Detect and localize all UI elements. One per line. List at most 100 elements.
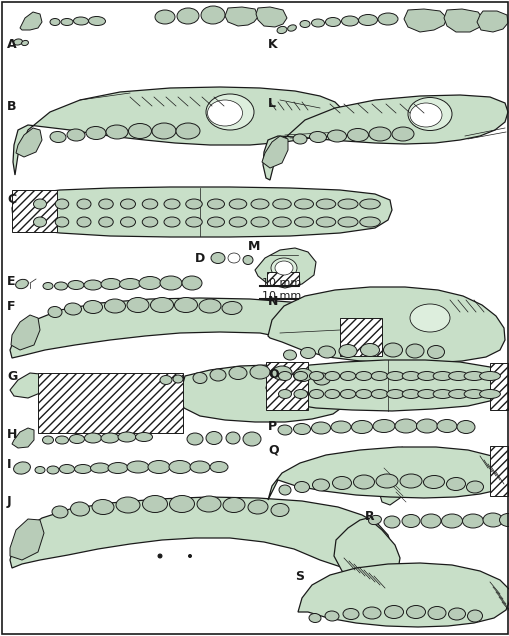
Ellipse shape — [192, 373, 207, 384]
Polygon shape — [180, 365, 347, 422]
Ellipse shape — [69, 434, 84, 443]
Polygon shape — [262, 136, 288, 168]
Ellipse shape — [168, 460, 191, 473]
Polygon shape — [256, 7, 287, 27]
Ellipse shape — [401, 515, 419, 527]
Ellipse shape — [405, 344, 423, 358]
Ellipse shape — [324, 611, 338, 621]
Ellipse shape — [50, 132, 66, 142]
Ellipse shape — [70, 502, 89, 516]
Ellipse shape — [482, 513, 502, 527]
Ellipse shape — [325, 18, 340, 27]
Ellipse shape — [293, 371, 307, 380]
Polygon shape — [333, 518, 399, 582]
Ellipse shape — [293, 368, 312, 382]
Ellipse shape — [407, 97, 451, 130]
Ellipse shape — [222, 497, 244, 513]
Ellipse shape — [462, 514, 483, 528]
Ellipse shape — [169, 495, 194, 513]
Bar — [38, 373, 183, 433]
Ellipse shape — [55, 199, 69, 209]
Ellipse shape — [21, 41, 29, 46]
Text: I: I — [7, 458, 12, 471]
Ellipse shape — [294, 199, 313, 209]
Text: L: L — [267, 97, 275, 110]
Ellipse shape — [312, 479, 329, 491]
Ellipse shape — [14, 39, 22, 45]
Ellipse shape — [371, 389, 387, 399]
Ellipse shape — [196, 496, 220, 512]
Text: A: A — [7, 38, 17, 51]
Ellipse shape — [60, 464, 74, 473]
Ellipse shape — [427, 607, 445, 619]
Ellipse shape — [106, 125, 128, 139]
Ellipse shape — [272, 217, 291, 227]
Polygon shape — [16, 128, 42, 157]
Ellipse shape — [432, 371, 451, 380]
Text: P: P — [267, 420, 276, 433]
Ellipse shape — [355, 371, 371, 380]
Ellipse shape — [99, 199, 113, 209]
Ellipse shape — [228, 253, 240, 263]
Ellipse shape — [120, 199, 135, 209]
Ellipse shape — [73, 17, 89, 25]
Polygon shape — [476, 11, 507, 32]
Ellipse shape — [229, 199, 246, 209]
Bar — [489, 446, 507, 496]
Ellipse shape — [89, 17, 105, 25]
Ellipse shape — [50, 18, 60, 25]
Polygon shape — [10, 519, 44, 560]
Ellipse shape — [55, 436, 68, 444]
Ellipse shape — [34, 217, 46, 227]
Ellipse shape — [467, 610, 482, 622]
Ellipse shape — [176, 123, 200, 139]
Ellipse shape — [391, 127, 413, 141]
Ellipse shape — [35, 466, 45, 473]
Ellipse shape — [142, 495, 167, 513]
Polygon shape — [12, 187, 391, 237]
Polygon shape — [266, 360, 507, 411]
Ellipse shape — [206, 94, 253, 130]
Bar — [267, 272, 298, 286]
Ellipse shape — [311, 19, 324, 27]
Ellipse shape — [318, 346, 335, 358]
Polygon shape — [254, 248, 316, 288]
Polygon shape — [20, 12, 42, 30]
Ellipse shape — [293, 389, 307, 399]
Ellipse shape — [409, 103, 441, 127]
Ellipse shape — [466, 481, 483, 493]
Ellipse shape — [308, 614, 320, 623]
Ellipse shape — [271, 366, 292, 380]
Ellipse shape — [417, 371, 435, 380]
Ellipse shape — [341, 16, 358, 26]
Ellipse shape — [340, 389, 355, 399]
Ellipse shape — [330, 421, 350, 433]
Ellipse shape — [327, 130, 346, 142]
Ellipse shape — [383, 343, 402, 357]
Polygon shape — [10, 298, 361, 358]
Text: K: K — [267, 38, 277, 51]
Ellipse shape — [127, 298, 149, 312]
Ellipse shape — [47, 466, 59, 474]
Ellipse shape — [394, 419, 416, 433]
Ellipse shape — [276, 27, 287, 34]
Ellipse shape — [148, 460, 169, 473]
Ellipse shape — [309, 132, 326, 142]
Polygon shape — [267, 447, 509, 500]
Ellipse shape — [210, 369, 225, 381]
Ellipse shape — [359, 199, 380, 209]
Ellipse shape — [86, 127, 106, 139]
Ellipse shape — [399, 474, 421, 488]
Ellipse shape — [199, 299, 220, 313]
Ellipse shape — [128, 123, 151, 139]
Text: M: M — [247, 240, 260, 253]
Polygon shape — [11, 315, 40, 350]
Ellipse shape — [83, 300, 102, 314]
Ellipse shape — [448, 371, 467, 380]
Polygon shape — [297, 563, 509, 627]
Ellipse shape — [150, 298, 173, 312]
Ellipse shape — [448, 389, 467, 399]
Ellipse shape — [84, 433, 101, 443]
Ellipse shape — [250, 199, 268, 209]
Ellipse shape — [250, 217, 268, 227]
